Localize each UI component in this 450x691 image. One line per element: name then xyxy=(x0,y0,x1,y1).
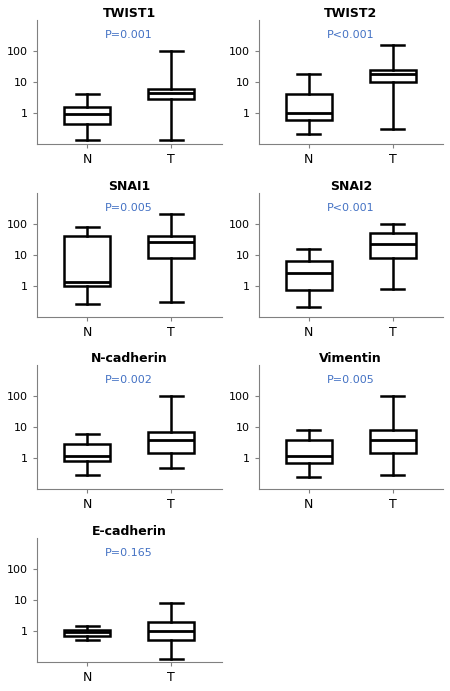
PathPatch shape xyxy=(64,236,110,285)
Text: P=0.005: P=0.005 xyxy=(105,202,153,213)
Text: P<0.001: P<0.001 xyxy=(327,30,374,40)
PathPatch shape xyxy=(148,236,194,258)
PathPatch shape xyxy=(286,94,332,120)
Text: P<0.001: P<0.001 xyxy=(327,202,374,213)
PathPatch shape xyxy=(148,88,194,99)
PathPatch shape xyxy=(286,439,332,463)
Text: P=0.001: P=0.001 xyxy=(105,30,153,40)
Title: TWIST1: TWIST1 xyxy=(103,7,156,20)
PathPatch shape xyxy=(148,622,194,641)
Title: TWIST2: TWIST2 xyxy=(324,7,378,20)
PathPatch shape xyxy=(369,70,416,82)
Title: SNAI1: SNAI1 xyxy=(108,180,150,193)
PathPatch shape xyxy=(64,444,110,462)
Text: P=0.005: P=0.005 xyxy=(327,375,375,386)
PathPatch shape xyxy=(369,233,416,258)
Title: E-cadherin: E-cadherin xyxy=(92,525,166,538)
PathPatch shape xyxy=(64,630,110,636)
PathPatch shape xyxy=(286,261,332,290)
Title: N-cadherin: N-cadherin xyxy=(91,352,167,366)
PathPatch shape xyxy=(64,107,110,124)
Text: P=0.002: P=0.002 xyxy=(105,375,153,386)
Title: Vimentin: Vimentin xyxy=(320,352,382,366)
Title: SNAI2: SNAI2 xyxy=(330,180,372,193)
PathPatch shape xyxy=(148,432,194,453)
Text: P=0.165: P=0.165 xyxy=(105,548,153,558)
PathPatch shape xyxy=(369,430,416,453)
